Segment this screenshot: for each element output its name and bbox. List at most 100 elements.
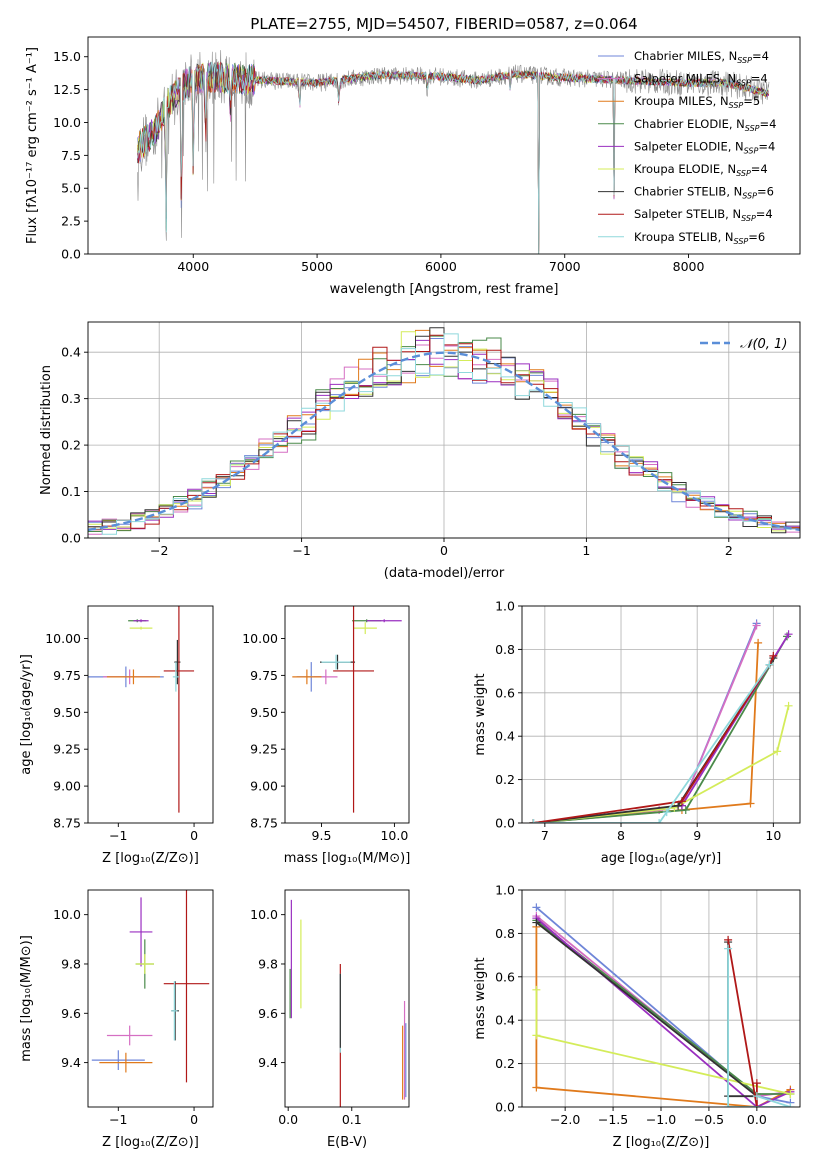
y-axis-label: Flux [fλ10⁻¹⁷ erg cm⁻² s⁻¹ A⁻¹] [25,47,40,244]
axes-frame [521,605,801,824]
panel-age_vs_mass: 9.5 10.0 8.75 9.00 9.25 9.50 9.75 10.00 mass [lo… [242,605,411,866]
legend-label-main: Kroupa STELIB, N [634,230,734,244]
plot-area [529,619,793,823]
series-salpeter-stelib [533,655,775,823]
x-tick-label: 8000 [673,259,705,274]
point-salpeter-elodie [133,619,149,623]
x-tick-label: 2 [725,543,733,558]
x-tick-label: −1 [109,1112,127,1127]
marker-chabrier-stelib [674,801,683,810]
legend-label-tail: =4 [751,162,768,176]
y-tick-label: 0.1 [61,484,81,499]
y-tick-label: 9.75 [250,668,278,683]
legend-label-chabrier-elodie: Chabrier ELODIE, NSSP=4 [634,117,776,133]
legend-label-main: Kroupa MILES, N [634,94,729,108]
legend-label-main: Salpeter ELODIE, N [634,139,744,153]
plot-area [137,50,770,254]
point-kroupa-elodie [353,622,377,635]
y-tick-label: 0.8 [495,926,515,941]
y-tick-label: 0.3 [61,391,81,406]
y-tick-label: 9.8 [61,956,81,971]
x-axis-label: age [log₁₀(age/yr)] [601,851,722,866]
y-tick-label: 9.6 [258,1006,278,1021]
x-tick-label: −1.0 [646,1112,676,1127]
point-kroupa-stelib [321,654,351,670]
legend-label-tail: =4 [751,72,768,86]
y-tick-label: 9.50 [250,705,278,720]
legend-label-chabrier-stelib: Chabrier STELIB, NSSP=6 [634,185,774,201]
x-tick-label: −1 [292,543,310,558]
x-tick-label: −1 [109,828,127,843]
x-tick-label: 7000 [549,259,581,274]
y-tick-label: 9.8 [258,956,278,971]
y-tick-label: 12.5 [53,82,81,97]
legend-label-main: Salpeter STELIB, N [634,207,741,221]
x-tick-label: −0.5 [694,1112,724,1127]
legend-label-sub: SSP [736,169,751,178]
point-kroupa-stelib [171,981,178,1041]
series-kroupa-stelib [727,948,791,1107]
y-tick-label: 0.0 [495,1100,515,1115]
legend-label-sub: SSP [729,101,744,110]
legend-label-main: Chabrier ELODIE, N [634,117,745,131]
axes-frame [284,605,410,824]
x-axis-label: Z [log₁₀(Z/Z⊙)] [102,851,199,866]
marker-chabrier-miles [532,903,541,912]
legend-label-chabrier-miles: Chabrier MILES, NSSP=4 [634,49,769,65]
axes-frame [284,889,410,1108]
y-tick-label: 9.4 [61,1055,81,1070]
y-tick-label: 9.25 [53,742,81,757]
legend-label-sub: SSP [737,56,752,65]
gaussian-legend-label: 𝒩(0, 1) [740,337,787,352]
plot-area [88,606,195,813]
marker-kroupa-elodie [784,701,793,710]
legend-label-tail: =5 [743,94,760,108]
point-salpeter-stelib [163,606,195,813]
figure-title: PLATE=2755, MJD=54507, FIBERID=0587, z=0… [250,15,637,33]
marker-kroupa-stelib [724,944,733,953]
y-axis-label: mass weight [473,673,488,755]
panel-weight_vs_Z: −2.0 −1.5 −1.0 −0.5 0.0 0.0 0.2 0.4 0.6 0.8 1.0 Z [… [473,883,801,1150]
x-axis-label: mass [log₁₀(M/M⊙)] [284,851,411,866]
y-tick-label: 8.75 [250,816,278,831]
x-tick-label: 7 [541,828,549,843]
x-axis-label: (data-model)/error [384,566,505,581]
y-tick-label: 7.5 [61,148,81,163]
x-axis-label: Z [log₁₀(Z/Z⊙)] [613,1135,710,1150]
marker-kroupa-miles [754,638,763,647]
x-tick-label: 10 [765,828,781,843]
marker-kroupa-stelib [662,808,671,817]
marker-salpeter-stelib [677,797,686,806]
y-tick-label: 1.0 [495,883,515,898]
y-tick-label: 0.4 [61,345,81,360]
axes-frame [87,889,214,1108]
x-tick-label: 0.0 [747,1112,767,1127]
point-kroupa-miles [292,669,322,685]
plot-area [532,903,795,1107]
y-tick-label: 0.0 [61,531,81,546]
legend-label-salpeter-elodie: Salpeter ELODIE, NSSP=4 [634,139,775,155]
y-tick-label: 9.50 [53,705,81,720]
y-tick-label: 10.0 [53,907,81,922]
marker-kroupa-elodie [786,1089,795,1098]
legend-label-main: Chabrier MILES, N [634,49,737,63]
point-kroupa-miles [99,1052,153,1073]
y-tick-label: 0.2 [495,1056,515,1071]
plot-area [292,606,402,813]
axes-frame [87,605,214,824]
x-tick-label: 6000 [425,259,457,274]
marker-chabrier-elodie [681,805,690,814]
y-tick-label: 10.00 [242,631,278,646]
legend-label-tail: =6 [748,230,765,244]
legend-label-sub: SSP [744,146,759,155]
legend-label-sub: SSP [736,79,751,88]
y-tick-label: 9.25 [250,742,278,757]
y-tick-label: 10.0 [250,907,278,922]
y-axis-label: age [log₁₀(age/yr)] [19,654,34,775]
marker-kroupa-stelib [752,1092,761,1101]
series-salpeter-stelib [727,939,758,1107]
legend-label-salpeter-stelib: Salpeter STELIB, NSSP=4 [634,207,773,223]
